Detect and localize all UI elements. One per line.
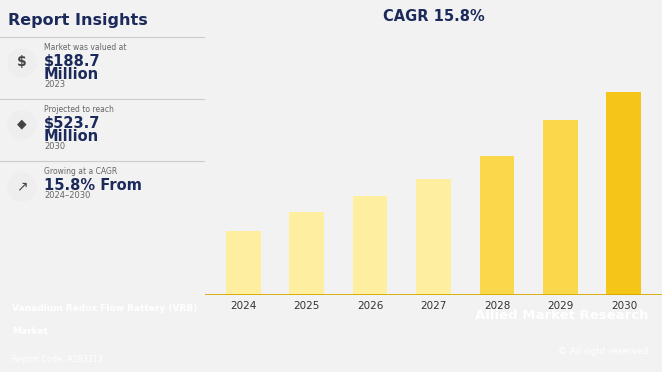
Text: Report Insights: Report Insights [8,13,148,28]
Text: ↗: ↗ [16,179,28,193]
Text: Allied Market Research: Allied Market Research [475,309,648,322]
Bar [543,120,578,295]
Text: 2030: 2030 [44,142,65,151]
Bar [479,156,514,295]
Text: 2024–2030: 2024–2030 [44,191,91,200]
Text: Market: Market [13,327,48,336]
Text: Market was valued at: Market was valued at [44,43,126,52]
Text: Million: Million [44,129,99,144]
Circle shape [8,111,36,139]
Text: Vanadium Redox Flow Battery (VRB): Vanadium Redox Flow Battery (VRB) [13,304,198,313]
Text: $188.7: $188.7 [44,54,101,69]
Text: ◆: ◆ [17,117,27,130]
Text: Report Code: A193313: Report Code: A193313 [13,355,103,364]
Bar [226,231,261,295]
Text: Projected to reach: Projected to reach [44,105,114,114]
Circle shape [8,173,36,201]
Bar [353,196,387,295]
Text: Million: Million [44,67,99,82]
Text: $: $ [17,55,27,69]
Bar [606,92,641,295]
Text: CAGR 15.8%: CAGR 15.8% [383,9,485,24]
Bar [416,179,451,295]
Circle shape [8,49,36,77]
Text: $523.7: $523.7 [44,116,101,131]
Text: Growing at a CAGR: Growing at a CAGR [44,167,117,176]
Text: 2023: 2023 [44,80,65,89]
Bar [289,212,324,295]
Text: © All right reserved: © All right reserved [558,347,648,356]
Text: 15.8% From: 15.8% From [44,178,142,193]
